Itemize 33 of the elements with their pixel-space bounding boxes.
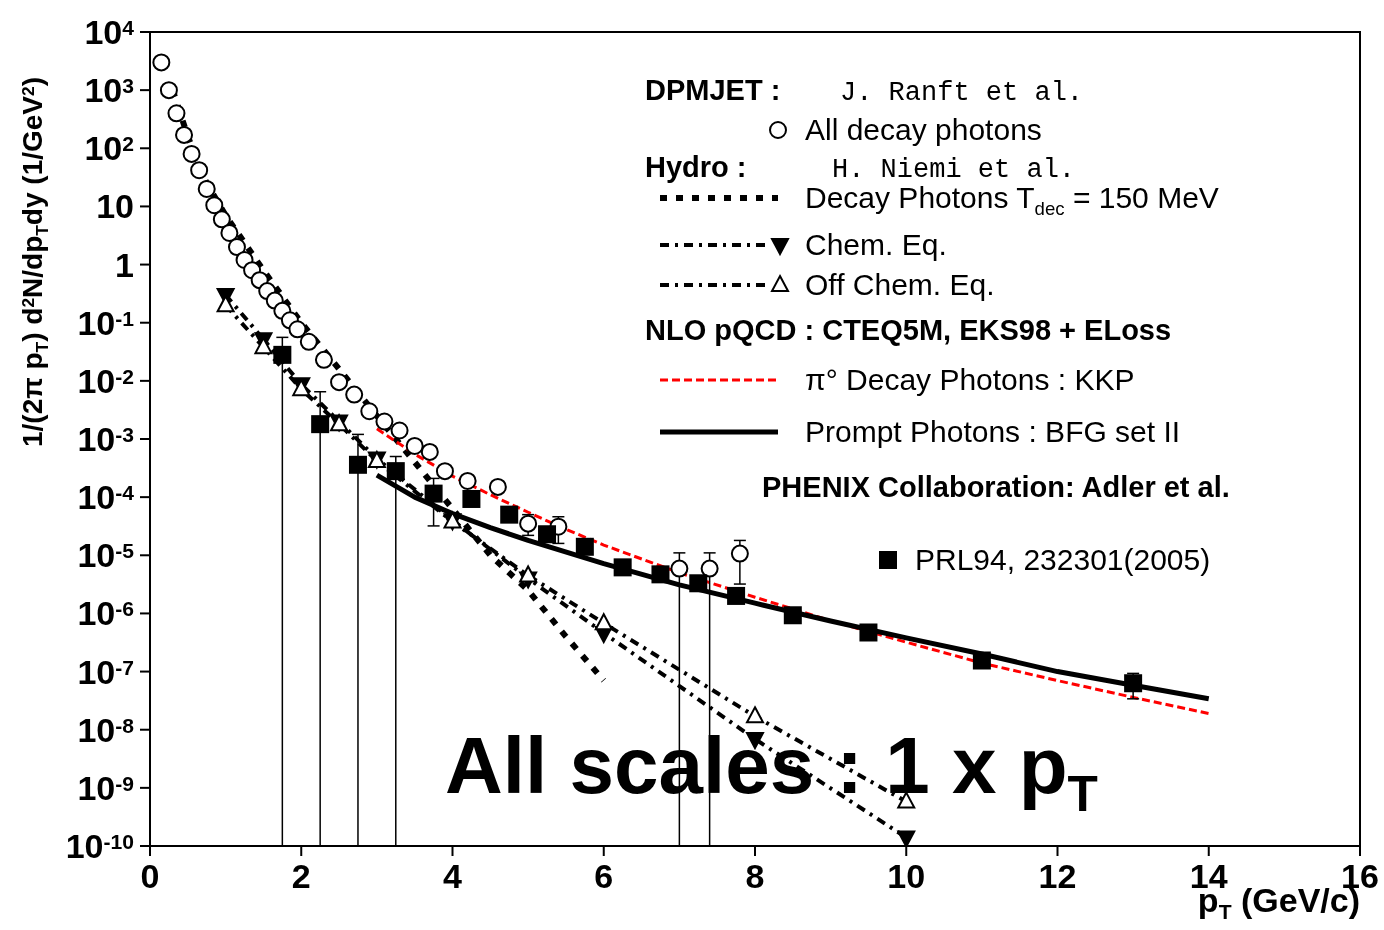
- legend-label: Chem. Eq.: [805, 228, 947, 261]
- y-tick-label: 10$^{-2}$: [77, 361, 134, 400]
- x-tick-label: 10: [887, 857, 926, 895]
- legend-label: Prompt Photons : BFG set II: [805, 415, 1181, 448]
- x-tick-label: 12: [1038, 857, 1077, 895]
- y-tick-label: 10$^{-3}$: [77, 420, 134, 458]
- legend-label: PRL94, 232301(2005): [915, 543, 1211, 576]
- annotation: PHENIX Collaboration: Adler et al.: [762, 471, 1230, 503]
- x-tick-label: 4: [443, 857, 463, 895]
- y-tick-label: 10$^{-9}$: [77, 768, 134, 807]
- y-tick-label: 10$^{2}$: [84, 129, 134, 168]
- y-tick-label: 1: [115, 245, 134, 284]
- y-tick-label: 10$^{-1}$: [77, 303, 135, 342]
- legend-label: Off Chem. Eq.: [805, 268, 995, 301]
- y-tick-label: 10$^{-4}$: [77, 478, 135, 517]
- y-tick-label: 10$^{3}$: [84, 71, 134, 110]
- y-tick-label: 10$^{-5}$: [77, 536, 135, 575]
- annotation: J. Ranft et al.: [840, 78, 1084, 108]
- legend-label: π° Decay Photons : KKP: [805, 363, 1135, 396]
- annotation: NLO pQCD : CTEQ5M, EKS98 + ELoss: [645, 314, 1172, 346]
- legend-label: All decay photons: [805, 113, 1042, 146]
- annotation: Hydro :: [645, 151, 747, 183]
- y-tick-label: 10$^{-7}$: [77, 652, 134, 691]
- y-tick-label: 10$^{4}$: [84, 13, 135, 51]
- y-tick-label: 10$^{-10}$: [65, 827, 134, 865]
- x-tick-label: 8: [745, 857, 765, 895]
- y-tick-label: 10: [96, 187, 134, 226]
- x-tick-label: 6: [594, 857, 614, 895]
- y-tick-label: 10$^{-8}$: [77, 710, 135, 749]
- x-tick-label: 0: [140, 857, 160, 895]
- annotation: DPMJET :: [645, 74, 781, 106]
- y-tick-label: 10$^{-6}$: [77, 594, 134, 633]
- x-tick-label: 2: [291, 857, 311, 895]
